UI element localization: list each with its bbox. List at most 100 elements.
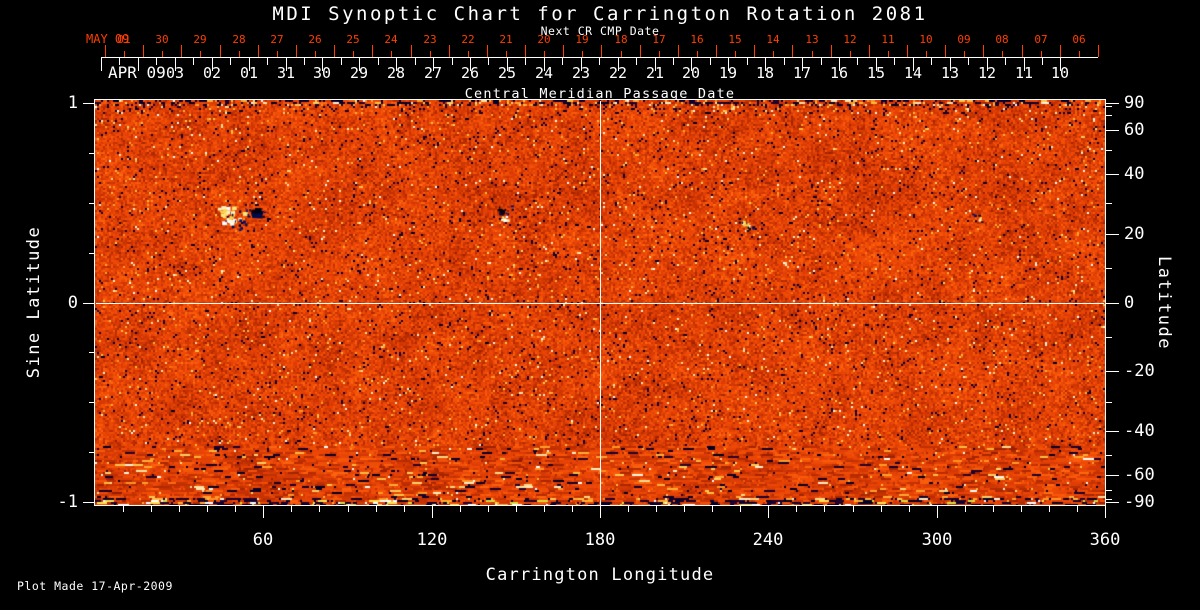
next-cr-half-tick: [468, 51, 469, 57]
longitude-minor-tick: [123, 506, 124, 512]
cmp-date-label: 10: [1050, 64, 1070, 82]
latitude-major-tick: [1106, 103, 1119, 104]
longitude-minor-tick: [853, 506, 854, 512]
next-cr-cmp-date-label: Next CR CMP Date: [540, 24, 660, 38]
cmp-half-tick: [119, 58, 120, 65]
cmp-tick: [581, 58, 582, 71]
cmp-tick: [655, 58, 656, 71]
sine-major-tick: [83, 502, 95, 503]
next-cr-tick: [143, 45, 144, 57]
longitude-minor-tick: [993, 506, 994, 512]
cmp-start-label: APR 09: [108, 63, 166, 82]
longitude-minor-tick: [909, 506, 910, 512]
sine-major-tick: [83, 303, 95, 304]
next-cr-date-label: 16: [690, 33, 704, 46]
next-cr-date-label: 30: [155, 33, 169, 46]
latitude-minor-tick: [1106, 115, 1112, 116]
cmp-tick: [138, 58, 139, 71]
longitude-minor-tick: [712, 506, 713, 512]
cmp-tick: [765, 58, 766, 71]
next-cr-half-tick: [1002, 51, 1003, 57]
cmp-date-label: 21: [645, 64, 665, 82]
x-axis-title: Carrington Longitude: [485, 565, 715, 585]
cmp-half-tick: [1042, 58, 1043, 65]
next-cr-tick: [372, 45, 373, 57]
next-cr-half-tick: [964, 51, 965, 57]
latitude-major-tick: [1106, 371, 1119, 372]
cmp-half-tick: [636, 58, 637, 65]
cmp-half-tick: [230, 58, 231, 65]
next-cr-date-label: 28: [232, 33, 246, 46]
longitude-minor-tick: [656, 506, 657, 512]
cmp-half-tick: [415, 58, 416, 65]
longitude-minor-tick: [1077, 506, 1078, 512]
cmp-date-label: 20: [681, 64, 701, 82]
cmp-tick: [1060, 58, 1061, 71]
next-cr-date-label: 10: [919, 33, 933, 46]
next-cr-date-label: 24: [384, 33, 398, 46]
latitude-tick-label: -40: [1124, 421, 1155, 441]
latitude-tick-label: -60: [1124, 465, 1155, 485]
next-cr-tick: [983, 45, 984, 57]
longitude-major-tick: [768, 506, 769, 518]
next-cr-half-tick: [1079, 51, 1080, 57]
cmp-tick: [286, 58, 287, 71]
next-cr-half-tick: [239, 51, 240, 57]
latitude-minor-tick: [1106, 203, 1112, 204]
longitude-minor-tick: [319, 506, 320, 512]
longitude-minor-tick: [460, 506, 461, 512]
next-cr-half-tick: [621, 51, 622, 57]
longitude-major-tick: [1105, 506, 1106, 518]
longitude-minor-tick: [151, 506, 152, 512]
next-cr-tick: [1022, 45, 1023, 57]
cmp-tick: [728, 58, 729, 71]
next-cr-tick: [105, 45, 106, 57]
cmp-tick: [212, 58, 213, 71]
longitude-major-tick: [263, 506, 264, 518]
cmp-tick: [359, 58, 360, 71]
cmp-date-label: 19: [718, 64, 738, 82]
longitude-minor-tick: [544, 506, 545, 512]
next-cr-tick: [181, 45, 182, 57]
next-cr-half-tick: [1041, 51, 1042, 57]
cmp-tick: [396, 58, 397, 71]
next-cr-date-label: 01: [117, 33, 131, 46]
next-cr-half-tick: [850, 51, 851, 57]
next-cr-tick: [640, 45, 641, 57]
cmp-date-label: 11: [1014, 64, 1034, 82]
longitude-minor-tick: [572, 506, 573, 512]
cmp-date-label: 29: [349, 64, 369, 82]
cmp-date-label: 03: [165, 64, 185, 82]
latitude-tick-label: 40: [1124, 164, 1145, 184]
next-cr-date-label: 09: [957, 33, 971, 46]
next-cr-date-label: 13: [805, 33, 819, 46]
sine-minor-tick: [89, 253, 95, 254]
latitude-tick-label: 0: [1124, 293, 1135, 313]
cmp-half-tick: [267, 58, 268, 65]
longitude-minor-tick: [628, 506, 629, 512]
longitude-minor-tick: [1021, 506, 1022, 512]
cmp-half-tick: [488, 58, 489, 65]
sine-latitude-tick-label: 1: [67, 93, 78, 113]
cmp-tick: [322, 58, 323, 71]
cmp-tick: [691, 58, 692, 71]
longitude-tick-label: 240: [752, 530, 784, 550]
cmp-tick: [1024, 58, 1025, 71]
latitude-major-tick: [1106, 130, 1119, 131]
sine-latitude-tick-label: 0: [67, 293, 78, 313]
longitude-minor-tick: [1049, 506, 1050, 512]
cmp-date-label: 28: [386, 64, 406, 82]
sine-minor-tick: [89, 352, 95, 353]
cmp-tick: [470, 58, 471, 71]
cmp-tick: [802, 58, 803, 71]
next-cr-date-label: 19: [575, 33, 589, 46]
next-cr-half-tick: [582, 51, 583, 57]
next-cr-half-tick: [162, 51, 163, 57]
cmp-tick: [876, 58, 877, 71]
next-cr-half-tick: [200, 51, 201, 57]
next-cr-tick: [334, 45, 335, 57]
cmp-tick: [839, 58, 840, 71]
latitude-minor-tick: [1106, 455, 1112, 456]
next-cr-half-tick: [277, 51, 278, 57]
